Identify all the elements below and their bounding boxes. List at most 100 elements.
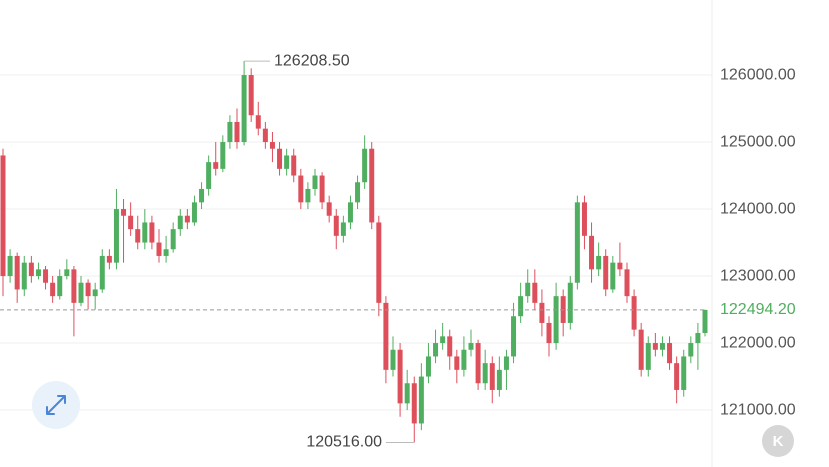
candle-body — [525, 282, 531, 297]
candle-body — [92, 289, 98, 297]
candle-body — [567, 282, 573, 323]
candle-body — [482, 363, 488, 384]
latest-button-bg[interactable] — [762, 425, 794, 457]
candle-body — [50, 282, 56, 297]
candle-body — [220, 142, 226, 169]
candle-body — [390, 349, 396, 370]
min-label: 120516.00 — [306, 434, 382, 451]
candle-body — [191, 202, 197, 223]
candle-body — [546, 322, 552, 344]
candle-body — [638, 329, 644, 370]
candle-body — [7, 255, 13, 277]
candle-body — [326, 202, 332, 216]
candle-body — [35, 269, 41, 277]
candle-body — [447, 336, 453, 357]
latest-button-label: K — [773, 433, 784, 450]
expand-icon — [46, 395, 66, 415]
candle-body — [177, 215, 183, 230]
candle-body — [113, 209, 119, 263]
candle-body — [518, 296, 524, 317]
candle-body — [581, 202, 587, 236]
candle-body — [85, 282, 91, 297]
candle-body — [340, 222, 346, 236]
candle-body — [28, 262, 34, 277]
candle-body — [305, 188, 311, 203]
candle-body — [411, 383, 417, 424]
latest-button[interactable]: K — [762, 425, 794, 457]
candle-body — [433, 343, 439, 357]
candle-body — [269, 142, 275, 149]
candle-body — [184, 215, 190, 223]
candle-body — [241, 75, 247, 143]
candle-body — [645, 343, 651, 370]
candle-body — [298, 175, 304, 203]
candle-body — [135, 229, 141, 243]
candle-body — [532, 282, 538, 303]
candle-body — [702, 309, 708, 333]
candle-body — [213, 162, 219, 169]
candle-body — [688, 343, 694, 357]
candle-body — [596, 255, 602, 270]
candle-body — [43, 269, 49, 283]
candle-body — [624, 269, 630, 297]
candle-body — [284, 155, 290, 169]
candle-body — [511, 316, 517, 357]
candle-body — [64, 269, 70, 277]
candle-body — [99, 255, 105, 290]
candle-body — [312, 175, 318, 189]
candle-body — [461, 349, 467, 370]
candle-body — [475, 343, 481, 384]
candle-body — [206, 162, 212, 189]
candle-body — [163, 249, 169, 256]
candles: 122494.20 126208.50 120516.00 — [0, 52, 829, 451]
y-tick-label: 125000.00 — [720, 133, 796, 150]
candle-body — [14, 255, 20, 290]
candle-body — [255, 115, 261, 129]
candle-body — [440, 336, 446, 344]
max-label: 126208.50 — [274, 52, 350, 69]
last-price-bg — [714, 298, 829, 321]
candle-body — [610, 262, 616, 290]
candle-body — [652, 343, 658, 350]
candle-body — [674, 363, 680, 390]
y-tick-label: 122000.00 — [720, 334, 796, 351]
expand-button[interactable] — [32, 381, 80, 429]
candle-body — [121, 209, 127, 216]
candle-body — [468, 343, 474, 350]
candle-body — [234, 121, 240, 143]
candle-body — [277, 148, 283, 169]
candle-body — [454, 356, 460, 370]
candle-body — [589, 235, 595, 270]
candle-body — [695, 332, 701, 344]
y-tick-label: 124000.00 — [720, 200, 796, 217]
candle-body — [170, 229, 176, 250]
y-tick-label: 123000.00 — [720, 267, 796, 284]
candle-body — [355, 182, 361, 203]
candle-body — [57, 276, 63, 297]
candle-body — [425, 356, 431, 377]
candle-body — [149, 222, 155, 243]
candle-body — [291, 155, 297, 176]
candle-body — [617, 262, 623, 270]
candle-body — [199, 188, 205, 203]
candle-body — [71, 269, 77, 303]
candle-body — [489, 363, 495, 390]
candle-body — [574, 202, 580, 283]
candle-body — [156, 242, 162, 256]
y-tick-label: 121000.00 — [720, 401, 796, 418]
candle-body — [319, 175, 325, 203]
candle-body — [631, 296, 637, 330]
candle-body — [106, 255, 112, 263]
candle-body — [376, 222, 382, 303]
candle-body — [603, 255, 609, 290]
candle-body — [227, 121, 233, 143]
y-tick-label: 126000.00 — [720, 66, 796, 83]
candle-body — [333, 215, 339, 236]
candle-body — [553, 296, 559, 344]
candle-body — [659, 343, 665, 350]
candle-body — [248, 75, 254, 116]
candle-body — [362, 148, 368, 183]
candle-body — [347, 202, 353, 223]
